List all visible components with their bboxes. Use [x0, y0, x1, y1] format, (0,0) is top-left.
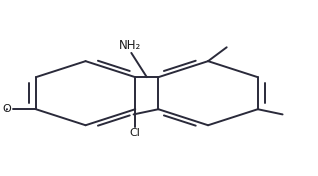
Text: Cl: Cl	[130, 128, 141, 138]
Text: O: O	[2, 104, 11, 114]
Text: NH₂: NH₂	[119, 39, 141, 52]
